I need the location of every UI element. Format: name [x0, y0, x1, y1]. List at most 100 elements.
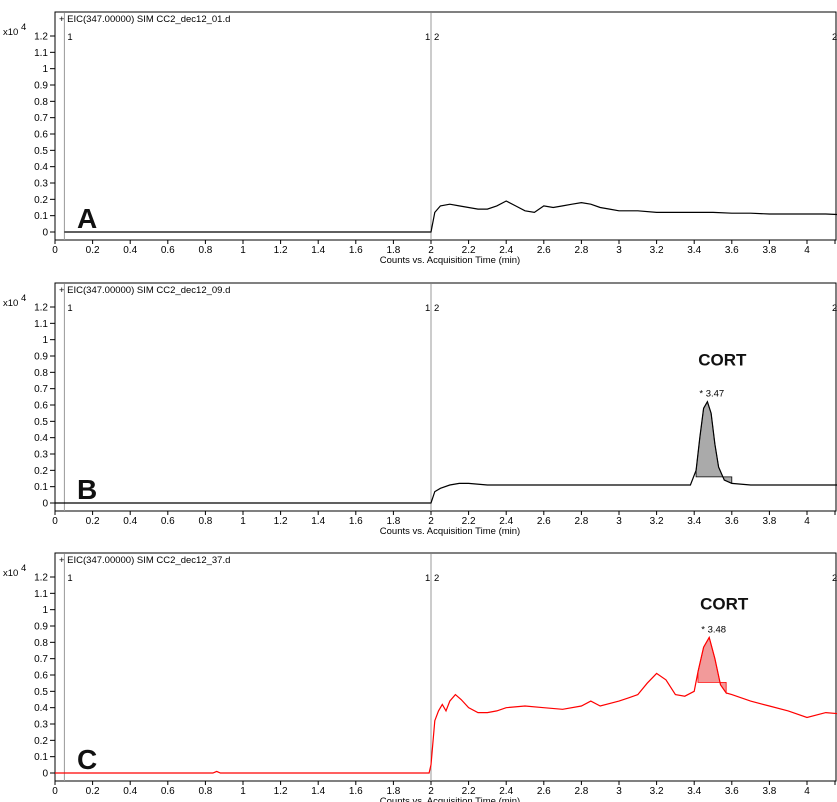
x-tick-label: 1.2	[274, 245, 288, 256]
y-tick-label: 0.1	[34, 482, 48, 493]
panel-letter: B	[77, 474, 97, 505]
x-tick-label: 3.8	[762, 786, 776, 797]
panel-letter: A	[77, 203, 97, 234]
y-tick-label: 0	[42, 228, 48, 239]
x-tick-label: 0.4	[123, 786, 137, 797]
x-tick-label: 1.6	[349, 516, 363, 527]
x-tick-label: 1.4	[311, 516, 325, 527]
x-tick-label: 2.4	[499, 245, 513, 256]
y-tick-label: 1.2	[34, 32, 48, 43]
x-tick-label: 0.2	[86, 245, 100, 256]
y-tick-label: 0.4	[34, 703, 48, 714]
x-tick-label: 2.2	[462, 516, 476, 527]
x-tick-label: 2.4	[499, 516, 513, 527]
x-tick-label: 1.6	[349, 245, 363, 256]
y-tick-label: 1.1	[34, 319, 48, 330]
x-tick-label: 3.4	[687, 245, 701, 256]
compound-label: CORT	[700, 594, 749, 613]
peak-area	[697, 636, 727, 695]
x-tick-label: 4	[804, 786, 810, 797]
segment-marker-label: 2	[832, 573, 837, 584]
trace-line	[55, 635, 837, 774]
x-axis-label: Counts vs. Acquisition Time (min)	[380, 796, 520, 802]
y-tick-label: 0.6	[34, 671, 48, 682]
x-tick-label: 1.8	[386, 786, 400, 797]
y-tick-label: 0.3	[34, 179, 48, 190]
y-tick-label: 1.2	[34, 303, 48, 314]
x-tick-label: 0.8	[198, 245, 212, 256]
y-tick-label: 0.5	[34, 417, 48, 428]
y-tick-label: 0	[42, 499, 48, 510]
x-tick-label: 1.4	[311, 786, 325, 797]
x-tick-label: 2	[428, 245, 434, 256]
x-tick-label: 2.2	[462, 786, 476, 797]
y-tick-label: 0.8	[34, 368, 48, 379]
y-tick-label: 0.3	[34, 720, 48, 731]
y-tick-label: 0.9	[34, 81, 48, 92]
x-tick-label: 3.8	[762, 516, 776, 527]
y-tick-label: 0	[42, 769, 48, 780]
x-tick-label: 3.6	[725, 516, 739, 527]
x-tick-label: 0.6	[161, 516, 175, 527]
plot-frame	[54, 282, 837, 512]
x-tick-label: 2.6	[537, 786, 551, 797]
y-tick-label: 0.7	[34, 113, 48, 124]
y-scale-label: x10	[3, 27, 18, 38]
y-tick-label: 0.3	[34, 450, 48, 461]
trace-label: + EIC(347.00000) SIM CC2_dec12_01.d	[59, 14, 230, 25]
y-tick-label: 0.6	[34, 130, 48, 141]
peak-label: * 3.48	[701, 624, 726, 635]
segment-marker-label: 2	[434, 573, 439, 584]
y-tick-label: 1	[42, 335, 48, 346]
y-tick-label: 0.8	[34, 638, 48, 649]
x-tick-label: 1.2	[274, 516, 288, 527]
y-tick-label: 0.4	[34, 433, 48, 444]
x-tick-label: 3.6	[725, 786, 739, 797]
x-tick-label: 3	[616, 245, 622, 256]
y-scale-label: x10	[3, 568, 18, 579]
y-tick-label: 0.2	[34, 736, 48, 747]
x-tick-label: 0.6	[161, 245, 175, 256]
segment-marker-label: 2	[434, 32, 439, 43]
x-tick-label: 0.6	[161, 786, 175, 797]
plot-frame	[54, 552, 837, 782]
y-scale-exponent: 4	[21, 22, 26, 33]
x-tick-label: 2.6	[537, 245, 551, 256]
x-tick-label: 3.4	[687, 516, 701, 527]
x-tick-label: 3	[616, 786, 622, 797]
x-tick-label: 2.8	[574, 245, 588, 256]
y-tick-label: 1	[42, 605, 48, 616]
x-tick-label: 1	[240, 516, 246, 527]
x-tick-label: 2.8	[574, 786, 588, 797]
segment-marker-label: 1	[425, 573, 430, 584]
segment-marker-label: 1	[425, 32, 430, 43]
segment-marker-label: 2	[832, 303, 837, 314]
y-scale-label: x10	[3, 298, 18, 309]
y-tick-label: 0.9	[34, 352, 48, 363]
x-tick-label: 2.4	[499, 786, 513, 797]
x-tick-label: 0.8	[198, 786, 212, 797]
x-tick-label: 2.6	[537, 516, 551, 527]
y-scale-exponent: 4	[21, 563, 26, 574]
x-tick-label: 4	[804, 516, 810, 527]
y-tick-label: 0.8	[34, 97, 48, 108]
x-tick-label: 0.2	[86, 516, 100, 527]
x-tick-label: 2	[428, 786, 434, 797]
trace-line	[64, 200, 837, 233]
x-tick-label: 4	[804, 245, 810, 256]
segment-marker-label: 2	[434, 303, 439, 314]
y-tick-label: 0.7	[34, 654, 48, 665]
x-tick-label: 0	[52, 516, 58, 527]
compound-label: CORT	[698, 351, 747, 370]
x-tick-label: 0	[52, 245, 58, 256]
y-tick-label: 0.7	[34, 384, 48, 395]
x-tick-label: 1	[240, 245, 246, 256]
peak-label: * 3.47	[699, 389, 724, 400]
y-tick-label: 0.5	[34, 146, 48, 157]
x-axis-label: Counts vs. Acquisition Time (min)	[380, 526, 520, 537]
peak-area	[695, 400, 733, 485]
x-tick-label: 0.2	[86, 786, 100, 797]
panel-letter: C	[77, 744, 97, 775]
x-tick-label: 0.8	[198, 516, 212, 527]
